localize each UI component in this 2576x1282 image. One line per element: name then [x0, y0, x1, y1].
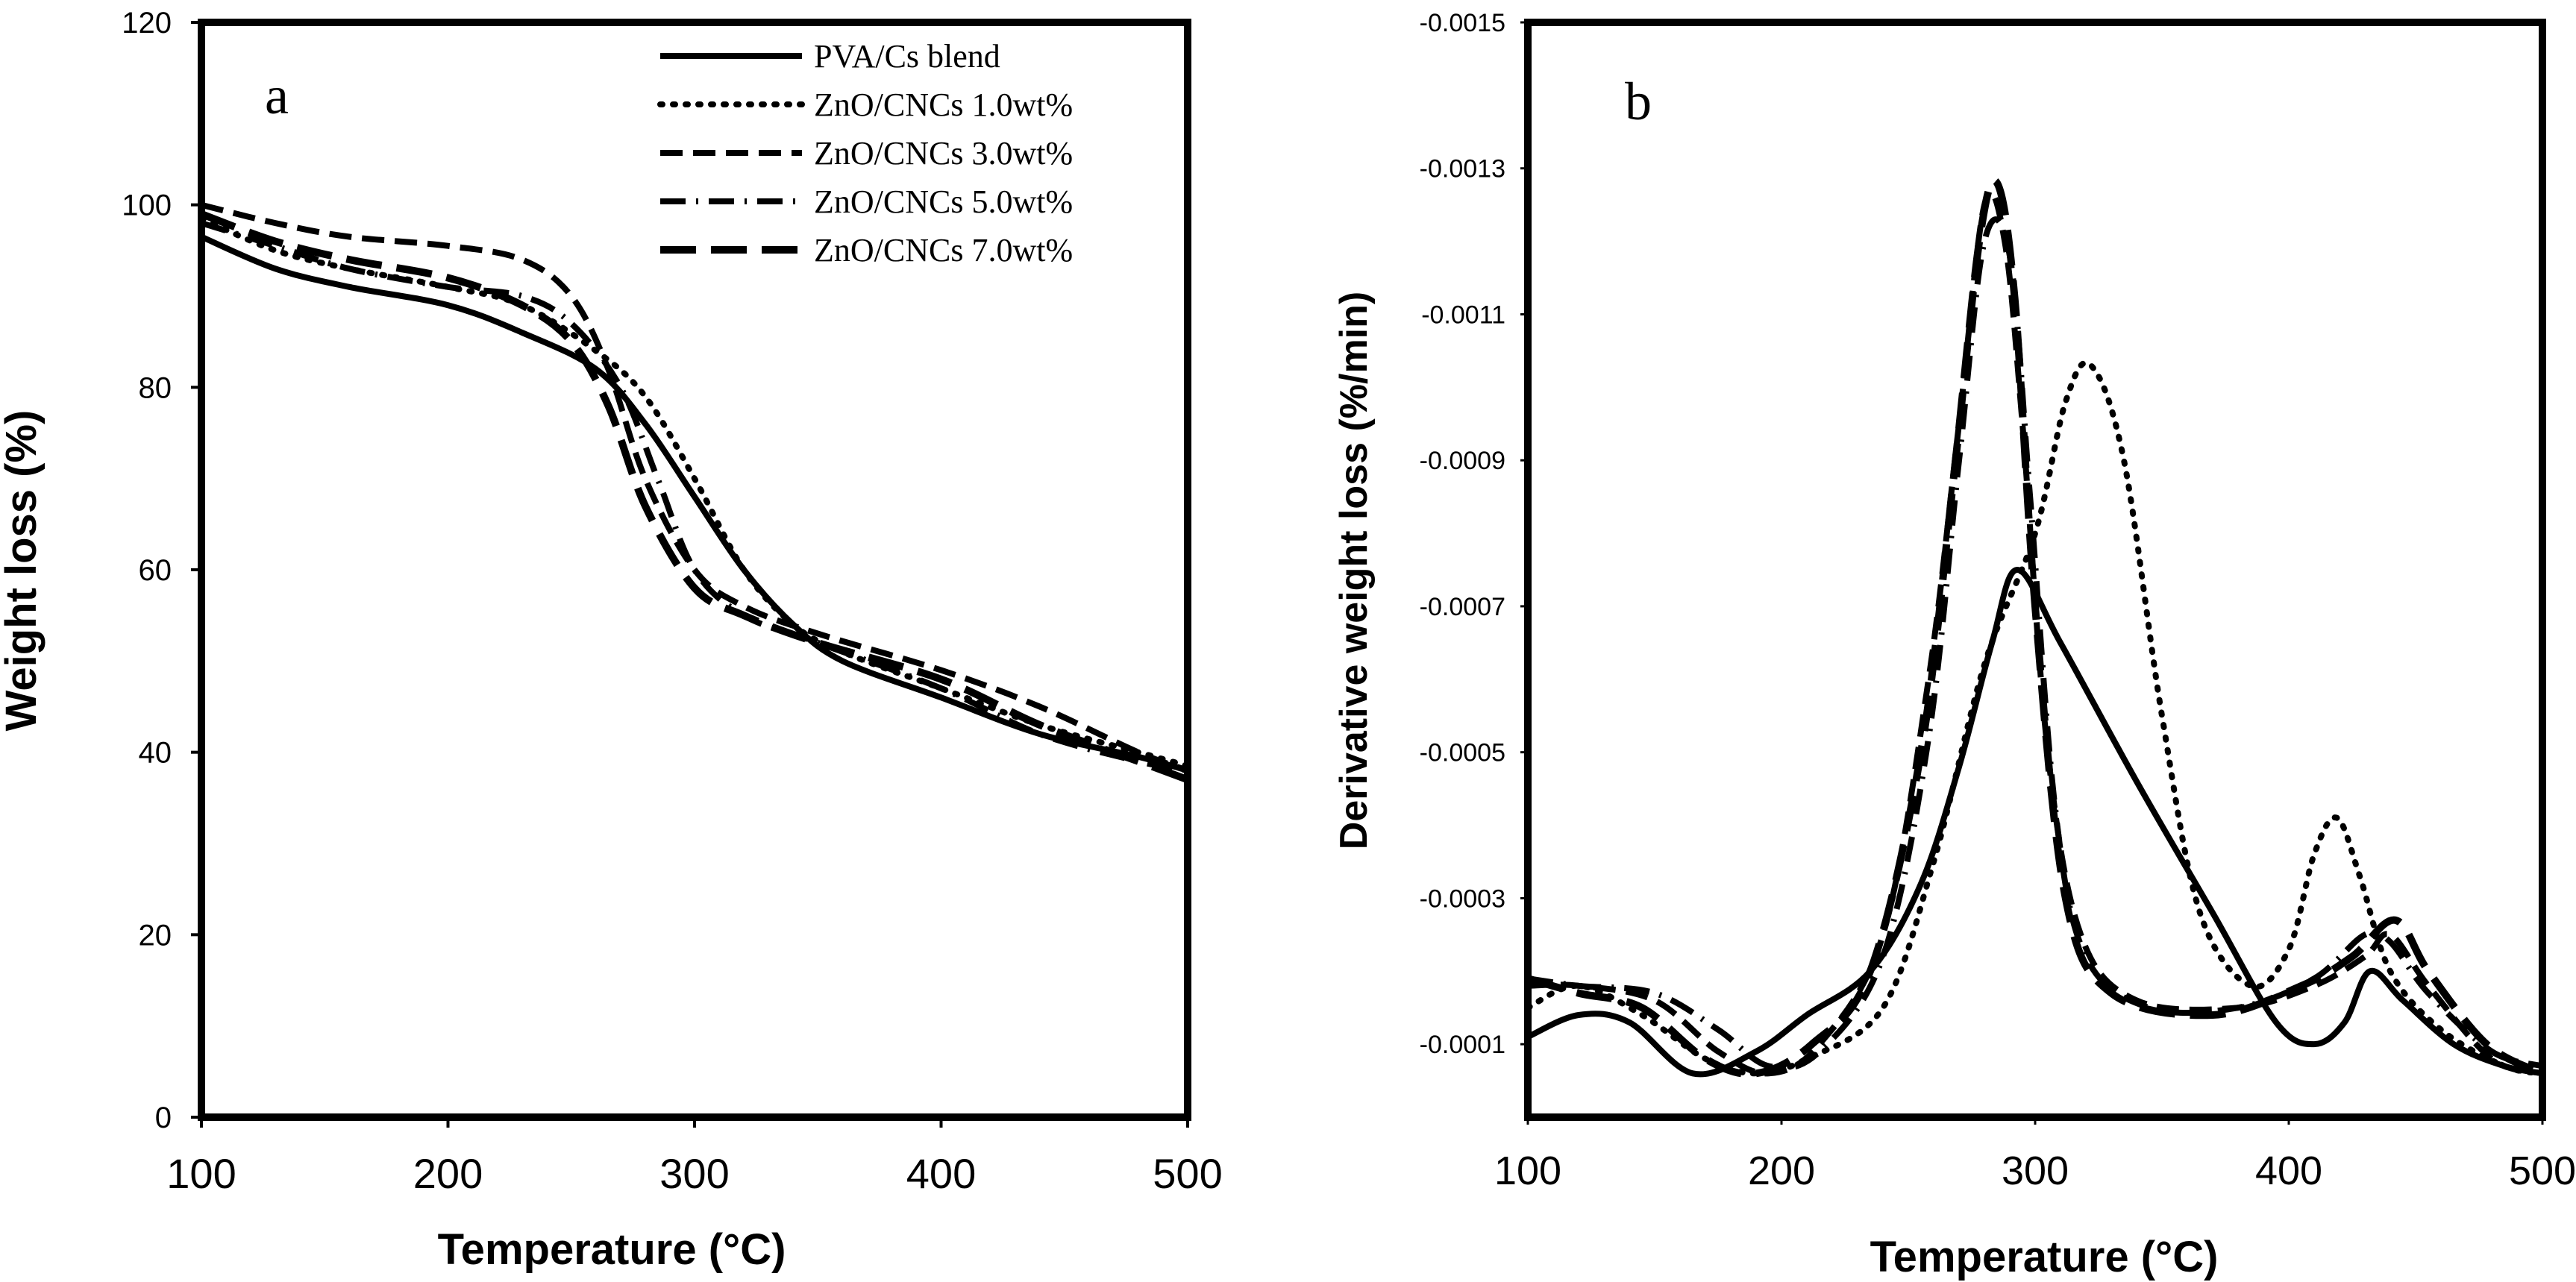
panel-a-x-axis-title: Temperature (°C)	[438, 1225, 786, 1274]
panel-a-y-tick-label: 120	[122, 7, 172, 40]
panel-a-axes: 0 20 40 60 80 100 120 100 200 300 400 500	[122, 7, 1222, 1197]
panel-a-y-tick-label: 60	[139, 554, 172, 587]
legend: PVA/Cs blend ZnO/CNCs 1.0wt% ZnO/CNCs 3.0w…	[657, 38, 1073, 268]
legend-label-zno-cncs-5-0wt: ZnO/CNCs 5.0wt%	[814, 183, 1073, 220]
panel-b-y-tick-label: -0.0005	[1420, 739, 1505, 767]
panel-a-series-zno-cncs-1-0wt	[198, 216, 1191, 769]
panel-b-x-axis-title: Temperature (°C)	[1870, 1233, 2219, 1281]
panel-b-x-tick-label: 200	[1748, 1149, 1815, 1193]
panel-a-y-tick-label: 40	[139, 737, 172, 770]
panel-a-y-axis-title: Weight loss (%)	[0, 410, 46, 732]
panel-a-y-tick-label: 20	[139, 919, 172, 952]
panel-a-x-tick-label: 400	[906, 1150, 976, 1197]
legend-label-zno-cncs-3-0wt: ZnO/CNCs 3.0wt%	[814, 135, 1073, 172]
panel-b-x-tick-label: 300	[2002, 1149, 2069, 1193]
panel-a-x-tick-label: 500	[1153, 1150, 1222, 1197]
panel-b-x-tick-label: 500	[2509, 1149, 2576, 1193]
panel-b-series-zno-cncs-1-0wt	[1525, 359, 2545, 1077]
panel-a-series-zno-cncs-7-0wt	[200, 210, 1189, 784]
panel-a-y-tick-label: 100	[122, 189, 172, 222]
legend-label-pva-cs-blend: PVA/Cs blend	[814, 38, 1000, 75]
panel-a-y-tick-label: 80	[139, 371, 172, 404]
panel-b-y-tick-label: -0.0015	[1420, 9, 1505, 37]
panel-b-y-tick-label: -0.0003	[1420, 884, 1505, 913]
panel-b-y-tick-label: -0.0009	[1420, 447, 1505, 475]
panel-a-label: a	[265, 66, 289, 125]
panel-b-x-tick-label: 400	[2255, 1149, 2322, 1193]
panel-b-x-tick-label: 100	[1494, 1149, 1561, 1193]
panel-a-series	[198, 201, 1191, 784]
panel-b-y-tick-label: -0.0001	[1420, 1031, 1505, 1059]
panel-b-label: b	[1625, 72, 1652, 131]
panel-a-series-pva-cs-blend	[200, 233, 1189, 773]
panel-a-series-zno-cncs-3-0wt	[201, 201, 1189, 773]
panel-b-series-zno-cncs-3-0wt	[1527, 189, 2544, 1077]
panel-b-series	[1525, 177, 2545, 1078]
panel-a-x-tick-label: 300	[659, 1150, 729, 1197]
panel-b-y-tick-label: -0.0007	[1420, 593, 1505, 621]
panel-a-y-tick-label: 0	[155, 1102, 172, 1134]
panel-b-axes: -0.0015 -0.0013 -0.0011 -0.0009 -0.0007 -0.00…	[1420, 9, 2576, 1193]
panel-a-x-tick-label: 200	[413, 1150, 483, 1197]
panel-b-series-zno-cncs-7-0wt	[1526, 177, 2545, 1078]
panel-a-x-tick-label: 100	[166, 1150, 236, 1197]
legend-label-zno-cncs-7-0wt: ZnO/CNCs 7.0wt%	[814, 232, 1073, 268]
panel-b-y-tick-label: -0.0011	[1421, 301, 1505, 329]
panel-b-y-tick-label: -0.0013	[1420, 155, 1505, 183]
legend-label-zno-cncs-1-0wt: ZnO/CNCs 1.0wt%	[814, 87, 1073, 123]
panel-b-y-axis-title: Derivative weight loss (%/min)	[1332, 292, 1376, 849]
